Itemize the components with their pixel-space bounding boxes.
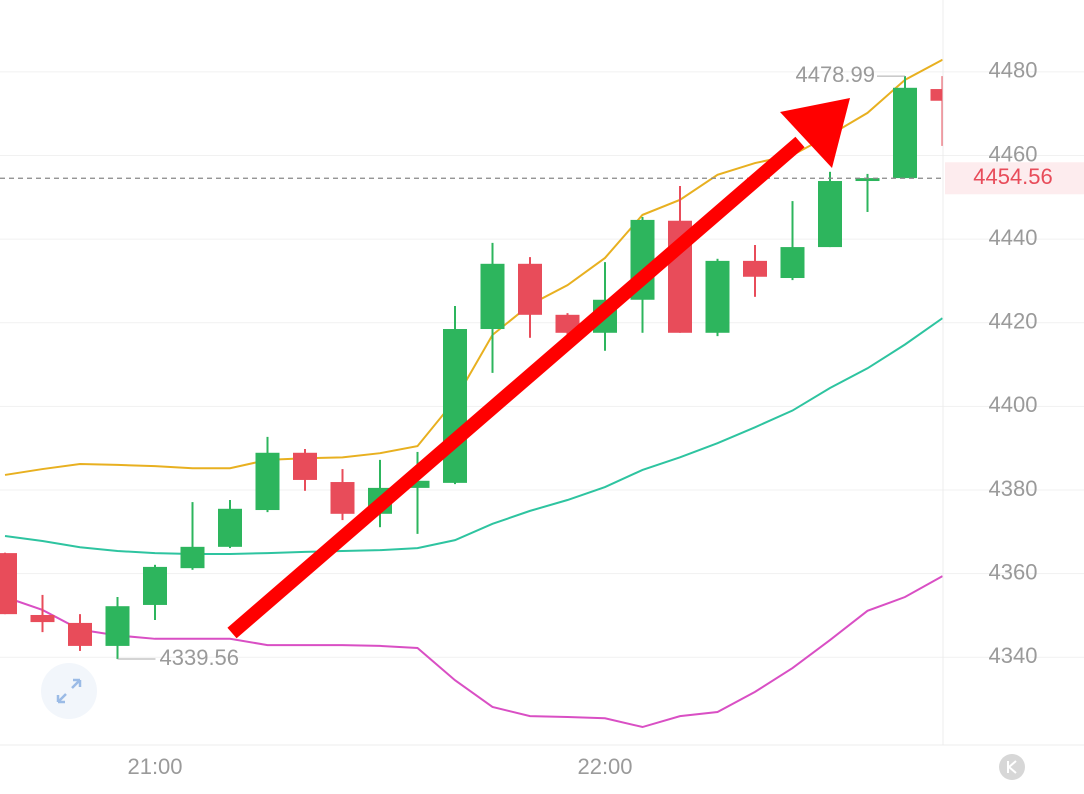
candle-body — [30, 614, 55, 623]
y-tick-label: 4460 — [989, 141, 1038, 166]
band-line — [4, 575, 943, 729]
band-line — [4, 317, 943, 555]
max-label: 4478.99 — [795, 62, 875, 87]
candle-body — [893, 87, 917, 179]
candle-body — [0, 553, 17, 615]
last-price-label: 4454.56 — [973, 164, 1053, 189]
candle-body — [180, 546, 205, 569]
candle-body — [705, 260, 730, 333]
candle-body — [818, 181, 842, 248]
y-tick-label: 4480 — [989, 58, 1038, 83]
x-tick-label: 22:00 — [577, 754, 632, 779]
candle-body — [330, 482, 355, 514]
candle-body — [105, 606, 130, 646]
candle-body — [405, 480, 430, 488]
min-label: 4339.56 — [160, 645, 240, 670]
arrow-shaft — [227, 136, 805, 639]
grid — [0, 71, 1084, 658]
candle-body — [855, 178, 880, 182]
candle-body — [293, 452, 317, 480]
candle-body — [443, 329, 467, 483]
expand-button[interactable] — [41, 663, 97, 719]
arrow-head — [780, 98, 850, 168]
candle-body — [518, 263, 542, 315]
y-tick-label: 4380 — [989, 476, 1038, 501]
candle-body — [780, 247, 805, 279]
trend-arrow — [227, 98, 850, 639]
last-price-bg — [945, 162, 1084, 195]
candle-body — [555, 314, 580, 333]
expand-icon[interactable] — [56, 678, 82, 704]
k-button[interactable] — [999, 754, 1025, 780]
y-tick-label: 4400 — [989, 392, 1038, 417]
candle-body — [743, 260, 767, 277]
k-bg[interactable] — [999, 754, 1025, 780]
y-tick-label: 4360 — [989, 559, 1038, 584]
candle-body — [68, 622, 92, 646]
candle-body — [930, 89, 943, 101]
candle-body — [255, 452, 280, 511]
candle-body — [480, 263, 505, 330]
y-tick-label: 4440 — [989, 225, 1038, 250]
candle-body — [218, 508, 242, 547]
y-tick-label: 4340 — [989, 643, 1038, 668]
y-tick-label: 4420 — [989, 309, 1038, 334]
candle-body — [143, 566, 167, 605]
k-icon[interactable] — [1007, 760, 1017, 774]
expand-bg[interactable] — [41, 663, 97, 719]
x-tick-label: 21:00 — [127, 754, 182, 779]
